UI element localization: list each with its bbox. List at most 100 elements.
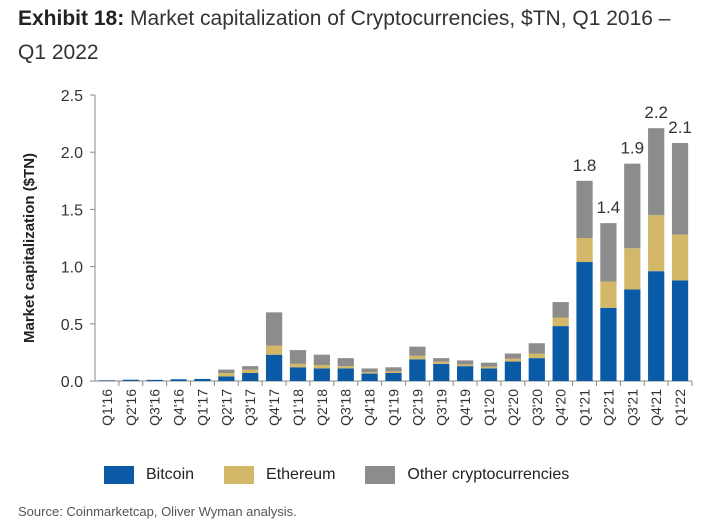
bar-bitcoin-Q116 <box>98 380 116 381</box>
bar-bitcoin-Q216 <box>122 379 139 381</box>
bar-bitcoin-Q220 <box>504 361 522 381</box>
bar-ethereum-Q417 <box>265 345 283 355</box>
bar-ethereum-Q118 <box>289 363 307 368</box>
bar-ethereum-Q122 <box>671 234 689 281</box>
bar-other-cryptocurrencies-Q321 <box>624 163 641 249</box>
bar-other-cryptocurrencies-Q218 <box>313 354 330 365</box>
legend-swatch <box>365 466 396 484</box>
bar-bitcoin-Q320 <box>528 358 545 381</box>
bar-other-cryptocurrencies-Q417 <box>265 312 283 346</box>
bar-ethereum-Q317 <box>242 369 259 373</box>
bar-other-cryptocurrencies-Q419 <box>457 360 474 365</box>
x-tick-label: Q3'20 <box>529 389 545 426</box>
total-label: 1.8 <box>573 156 597 175</box>
bar-bitcoin-Q417 <box>265 354 283 381</box>
x-tick-label: Q1'16 <box>99 389 115 426</box>
bar-ethereum-Q418 <box>361 372 378 374</box>
y-tick-label: 1.5 <box>61 202 83 219</box>
y-tick-label: 2.5 <box>61 88 83 105</box>
bar-bitcoin-Q421 <box>648 271 665 381</box>
exhibit-number: Exhibit 18: <box>18 7 125 30</box>
bar-other-cryptocurrencies-Q221 <box>600 223 617 282</box>
bar-bitcoin-Q418 <box>361 373 378 381</box>
bar-other-cryptocurrencies-Q120 <box>480 362 498 367</box>
bar-ethereum-Q218 <box>313 364 330 369</box>
bar-bitcoin-Q318 <box>337 368 354 381</box>
bar-ethereum-Q319 <box>433 361 450 364</box>
x-tick-label: Q1'19 <box>386 389 402 426</box>
bar-bitcoin-Q117 <box>194 378 211 381</box>
y-tick-label: 1.0 <box>61 260 83 277</box>
bar-other-cryptocurrencies-Q418 <box>361 368 378 373</box>
bar-bitcoin-Q419 <box>457 366 474 381</box>
chart-legend: Bitcoin Ethereum Other cryptocurrencies <box>104 466 599 484</box>
legend-swatch <box>224 466 255 484</box>
x-tick-label: Q2'17 <box>218 389 234 426</box>
x-tick-label: Q4'18 <box>362 389 378 426</box>
x-tick-label: Q1'17 <box>194 389 210 426</box>
x-tick-label: Q4'20 <box>553 389 569 426</box>
legend-item: Ethereum <box>224 466 335 484</box>
legend-swatch <box>104 466 134 484</box>
bar-other-cryptocurrencies-Q318 <box>337 358 354 367</box>
bar-other-cryptocurrencies-Q122 <box>671 143 689 235</box>
bar-ethereum-Q420 <box>552 317 569 327</box>
bar-bitcoin-Q221 <box>600 307 617 381</box>
bar-bitcoin-Q118 <box>289 367 307 381</box>
x-tick-label: Q3'17 <box>242 389 258 426</box>
x-tick-label: Q2'20 <box>505 389 521 426</box>
bar-ethereum-Q217 <box>218 372 235 377</box>
x-tick-label: Q1'18 <box>290 389 306 426</box>
bar-ethereum-Q221 <box>600 281 617 308</box>
bar-bitcoin-Q416 <box>170 379 187 381</box>
x-tick-label: Q3'21 <box>624 389 640 426</box>
legend-item: Other cryptocurrencies <box>365 466 569 484</box>
bar-bitcoin-Q217 <box>218 376 235 381</box>
bar-other-cryptocurrencies-Q219 <box>409 346 426 356</box>
total-label: 1.4 <box>597 198 621 217</box>
x-tick-label: Q1'22 <box>672 389 688 426</box>
bar-ethereum-Q120 <box>480 366 498 369</box>
bar-bitcoin-Q317 <box>242 372 259 381</box>
bar-bitcoin-Q219 <box>409 359 426 381</box>
x-tick-label: Q1'20 <box>481 389 497 426</box>
x-tick-label: Q3'16 <box>147 389 163 426</box>
bar-other-cryptocurrencies-Q421 <box>648 128 665 216</box>
bar-ethereum-Q220 <box>504 358 522 362</box>
bar-bitcoin-Q121 <box>576 262 593 381</box>
bar-bitcoin-Q122 <box>671 280 689 381</box>
bar-other-cryptocurrencies-Q220 <box>504 353 522 359</box>
legend-label: Ethereum <box>266 466 336 483</box>
legend-label: Other cryptocurrencies <box>407 466 570 483</box>
y-tick-label: 0.0 <box>61 374 83 391</box>
x-tick-label: Q3'18 <box>338 389 354 426</box>
x-tick-label: Q2'19 <box>409 389 425 426</box>
x-tick-label: Q4'19 <box>457 389 473 426</box>
y-tick-label: 0.5 <box>61 317 83 334</box>
x-tick-label: Q4'17 <box>266 389 282 426</box>
chart-title: Exhibit 18: Market capitalization of Cry… <box>18 2 698 70</box>
bar-other-cryptocurrencies-Q119 <box>385 367 402 372</box>
x-tick-label: Q4'16 <box>171 389 187 426</box>
y-axis-label: Market capitalization ($TN) <box>21 153 38 343</box>
x-tick-label: Q3'19 <box>433 389 449 426</box>
bar-other-cryptocurrencies-Q319 <box>433 358 450 362</box>
bar-ethereum-Q320 <box>528 353 545 359</box>
bar-other-cryptocurrencies-Q320 <box>528 343 545 354</box>
bar-other-cryptocurrencies-Q121 <box>576 180 593 238</box>
bar-bitcoin-Q319 <box>433 363 450 381</box>
bar-other-cryptocurrencies-Q420 <box>552 302 569 318</box>
bar-ethereum-Q318 <box>337 366 354 369</box>
bar-ethereum-Q219 <box>409 355 426 360</box>
bar-bitcoin-Q120 <box>480 368 498 381</box>
bar-other-cryptocurrencies-Q118 <box>289 350 307 364</box>
legend-label: Bitcoin <box>146 466 195 483</box>
bar-ethereum-Q121 <box>576 238 593 263</box>
bar-bitcoin-Q321 <box>624 289 641 381</box>
bar-bitcoin-Q119 <box>385 372 402 381</box>
source-note: Source: Coinmarketcap, Oliver Wyman anal… <box>18 504 297 519</box>
bar-bitcoin-Q420 <box>552 326 569 381</box>
bar-ethereum-Q321 <box>624 248 641 290</box>
exhibit-title: Market capitalization of Cryptocurrencie… <box>18 7 671 64</box>
